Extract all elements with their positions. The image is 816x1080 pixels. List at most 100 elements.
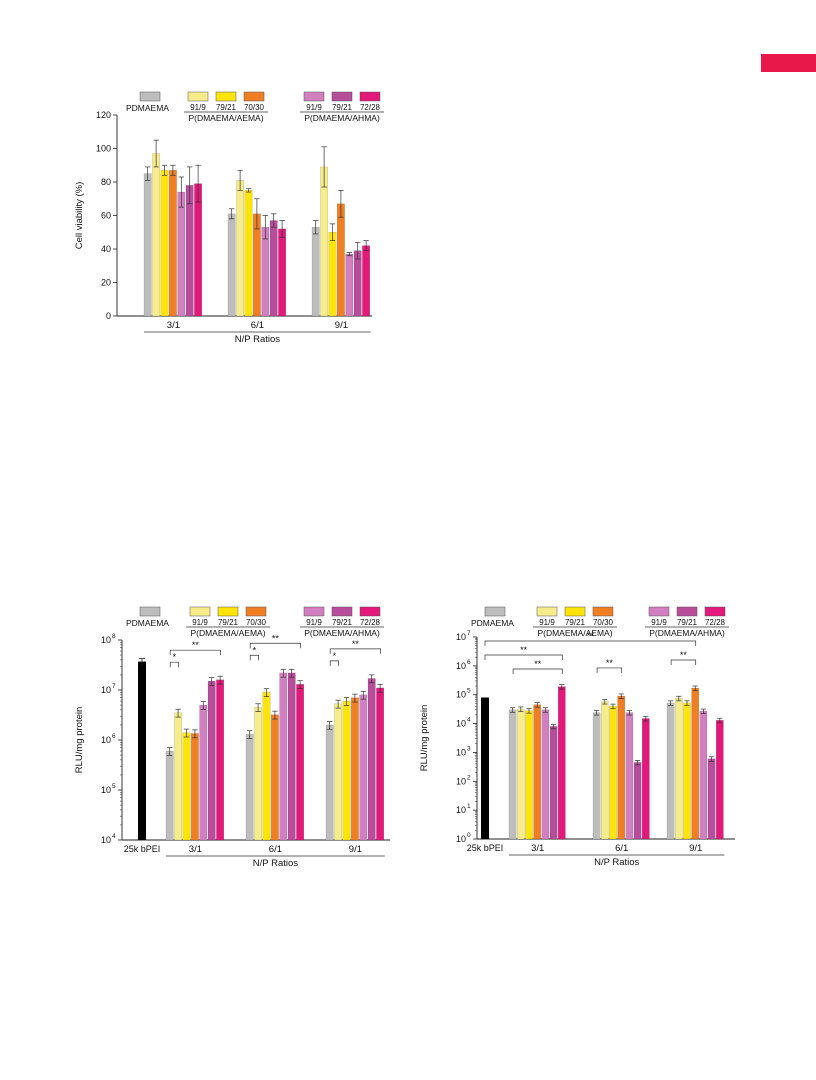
rlu-left-chart: PDMAEMA 91/9 79/21 70/30P(DMAEMA/AEMA)91/9 7… [74,606,390,869]
legend-swatch-group1-1 [564,606,586,617]
legend-swatch-pdmaema [484,606,506,617]
significance-label: ** [520,645,528,655]
bar-2-2 [683,702,691,840]
y-tick-label: 10 [101,835,111,845]
legend-item-group1-2: 70/30 [246,618,267,627]
bar-1-4 [625,712,634,840]
legend-group-group1: P(DMAEMA/AEMA) [537,628,612,638]
legend-swatch-group2-2 [704,606,726,617]
y-tick-exponent: 2 [467,774,471,781]
category-label: 6/1 [269,844,282,855]
y-tick-label: 40 [101,244,111,254]
bar-1-1 [236,180,244,317]
y-tick-label: 10 [456,834,466,844]
legend-group-group2: P(DMAEMA/AHMA) [304,113,380,123]
y-tick-label: 80 [101,177,111,187]
bar-0-1 [152,153,161,317]
bar-0-4 [199,704,208,841]
bar-0-0 [143,173,152,317]
category-label: 3/1 [189,844,202,855]
legend-item-group2-1: 79/21 [677,618,698,627]
significance-label: ** [587,631,595,641]
y-tick-label: 10 [456,690,466,700]
y-tick-label: 10 [456,632,466,642]
legend-item-group2-0: 91/9 [651,618,667,627]
y-tick-exponent: 6 [467,659,471,666]
x-axis-label: N/P Ratios [253,858,298,869]
bar-1-3 [617,695,626,840]
bar-1-5 [269,220,278,317]
legend-swatch-pdmaema [139,91,161,102]
bar-2-3 [337,203,345,317]
bar-1-5 [287,672,296,841]
legend-item-group1-0: 91/9 [190,103,206,112]
bar-0-6 [557,686,566,840]
category-label: 9/1 [335,320,348,331]
legend-swatch-group2-1 [331,91,353,102]
bar-0-1 [516,708,525,840]
bar-1-6 [296,684,304,841]
bar-2-0 [311,227,320,317]
significance-label: ** [352,639,360,649]
bar-1-2 [262,692,271,841]
bar-0-5 [207,680,216,841]
category-label: 9/1 [689,843,702,854]
category-label: 6/1 [615,843,628,854]
significance-bracket [329,648,381,654]
x-axis-label: N/P Ratios [594,857,639,868]
y-tick-label: 10 [101,685,111,695]
y-tick-exponent: 5 [467,688,471,695]
legend-group-group1: P(DMAEMA/AEMA) [188,113,263,123]
y-tick-label: 20 [101,278,111,288]
bar-0-2 [182,732,191,841]
legend-item-group1-0: 91/9 [192,618,208,627]
y-tick-label: 10 [101,785,111,795]
bar-2-4 [345,253,354,317]
significance-label: ** [606,658,614,668]
significance-bracket [484,654,563,660]
significance-label: ** [192,640,200,650]
significance-label: * [253,645,257,655]
significance-bracket [169,661,179,668]
bar-0-0 [165,750,174,841]
bar-1-3 [270,714,279,841]
legend-label-pdmaema: PDMAEMA [126,618,169,628]
bar-2-5 [707,758,716,840]
bar-0-2 [525,710,533,840]
bar-0-0 [508,709,517,840]
category-label: 3/1 [167,320,180,331]
bar-2-1 [334,703,342,841]
legend-swatch-group2-0 [648,606,670,617]
bar-2-1 [675,698,683,840]
bar-2-5 [353,250,362,317]
significance-bracket [484,640,697,646]
legend-group-group2: P(DMAEMA/AHMA) [304,628,380,638]
bar-25k-bpei [481,697,489,839]
y-tick-exponent: 6 [112,733,116,740]
legend-swatch-group2-1 [676,606,698,617]
bar-1-2 [244,190,253,317]
bar-2-4 [699,710,708,840]
y-tick-exponent: 4 [467,717,471,724]
y-tick-label: 10 [456,776,466,786]
y-tick-exponent: 3 [467,745,471,752]
category-label: 3/1 [531,843,544,854]
bar-1-0 [227,213,236,317]
bar-2-6 [362,245,370,317]
bar-0-6 [216,679,224,841]
bar-2-1 [320,166,328,317]
legend-swatch-group1-0 [187,91,209,102]
significance-label: ** [680,650,688,660]
bar-1-4 [261,227,270,317]
bar-1-0 [592,712,601,840]
bar-1-1 [254,707,262,841]
bar-1-0 [245,734,254,841]
y-tick-label: 10 [456,661,466,671]
legend-item-group2-2: 72/28 [360,618,381,627]
accent-tag [761,54,816,72]
legend-item-group2-0: 91/9 [306,103,322,112]
bar-0-3 [533,704,542,840]
y-tick-exponent: 7 [112,683,116,690]
y-tick-exponent: 4 [112,833,116,840]
bar-0-4 [541,709,550,840]
